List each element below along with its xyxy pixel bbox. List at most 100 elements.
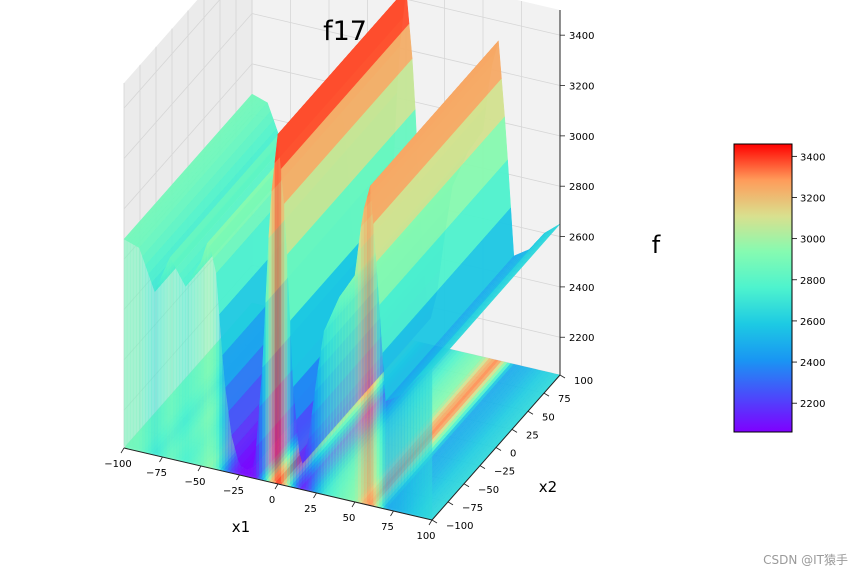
surface-face <box>277 134 282 483</box>
surface-face <box>123 238 128 447</box>
colorbar-tick-label: 3400 <box>800 152 825 163</box>
x-axis-label: x1 <box>232 518 250 536</box>
surface-face <box>367 185 371 504</box>
surface-face <box>197 261 202 464</box>
colorbar-tick-label: 2200 <box>800 399 825 410</box>
surface-face <box>330 310 334 495</box>
z-tick-label: 2600 <box>569 233 594 244</box>
surface-face <box>407 384 411 513</box>
surface-face <box>176 268 180 459</box>
surface-face <box>410 380 414 514</box>
y-tick-label: −25 <box>494 467 515 478</box>
surface-face <box>317 350 322 492</box>
surface-face <box>388 398 393 509</box>
surface-plot <box>123 0 561 518</box>
surface-face <box>203 243 208 466</box>
surface-face <box>274 134 279 482</box>
x-tick-label: −25 <box>223 486 244 497</box>
z-tick-label: 3400 <box>569 31 594 42</box>
surface-face <box>413 377 417 515</box>
surface-face <box>250 466 254 476</box>
surface-face <box>142 256 146 451</box>
x-tick-label: −50 <box>184 477 205 488</box>
surface-face <box>163 264 168 456</box>
x-tick-mark <box>274 483 279 490</box>
surface-face <box>139 247 143 451</box>
surface-face <box>194 266 199 464</box>
surface-face <box>342 287 346 498</box>
surface-face <box>345 283 349 499</box>
y-tick-label: −100 <box>446 521 473 532</box>
surface-face <box>425 370 430 518</box>
x-tick-mark <box>197 465 202 472</box>
surface-face <box>327 317 331 494</box>
x-tick-mark <box>313 492 317 499</box>
chart-title: f17 <box>323 16 367 47</box>
surface-face <box>284 203 288 484</box>
surface-face <box>370 185 374 505</box>
y-tick-mark <box>543 392 550 397</box>
surface-face <box>324 324 328 494</box>
surface-face <box>129 242 134 448</box>
colorbar-tick-label: 2800 <box>800 276 825 287</box>
y-tick-label: 0 <box>510 449 516 460</box>
surface-face <box>157 277 162 455</box>
surface-face <box>169 257 174 458</box>
colorbar-gradient <box>733 143 793 433</box>
surface-face <box>354 250 359 501</box>
y-tick-label: −75 <box>462 503 483 514</box>
y-tick-mark <box>511 429 518 433</box>
surface-face <box>271 162 276 482</box>
x-tick-label: 50 <box>343 513 356 524</box>
z-tick-label: 3000 <box>569 132 594 143</box>
surface-face <box>132 243 137 449</box>
surface-face <box>394 395 399 510</box>
surface-face <box>416 375 420 515</box>
x-tick-label: 100 <box>416 531 435 542</box>
surface-face <box>213 259 217 468</box>
grid-line <box>123 63 253 210</box>
surface-face <box>160 271 165 456</box>
surface-face <box>200 252 205 465</box>
x-tick-label: −75 <box>146 468 167 479</box>
surface-face <box>397 394 402 511</box>
x-tick-mark <box>428 519 433 526</box>
watermark: CSDN @IT猿手 <box>763 553 848 567</box>
y-tick-mark <box>431 519 438 524</box>
z-tick-label: 3200 <box>569 82 594 93</box>
surface-face <box>333 303 337 496</box>
surface-face <box>179 274 183 460</box>
surface-face <box>391 396 396 510</box>
y-tick-label: 75 <box>558 394 571 405</box>
z-tick-label: 2200 <box>569 333 594 344</box>
colorbar: 2200 2400 2600 2800 3000 3200 3400 <box>733 143 825 433</box>
surface-face <box>166 257 171 457</box>
surface-face <box>401 390 405 512</box>
surface-face <box>188 275 193 462</box>
y-tick-mark <box>495 447 502 451</box>
x-tick-label: −100 <box>104 459 131 470</box>
grid-line <box>123 0 221 109</box>
surface-face <box>145 265 149 452</box>
grid-line <box>123 13 253 159</box>
y-tick-mark <box>559 374 566 379</box>
surface-face <box>339 292 343 497</box>
x-tick-mark <box>390 510 394 517</box>
surface-face <box>246 467 251 476</box>
surface-face <box>185 280 189 461</box>
y-tick-mark <box>527 410 534 415</box>
surface-face <box>191 270 196 463</box>
y-tick-label: −50 <box>478 485 499 496</box>
surface-face <box>348 279 353 500</box>
surface-face <box>376 261 380 506</box>
x-tick-label: 75 <box>381 522 394 533</box>
surface-face <box>148 273 152 453</box>
surface-face <box>206 243 211 466</box>
y-tick-label: 50 <box>542 412 555 423</box>
surface-face <box>361 208 365 502</box>
z-axis-label: f <box>652 231 661 259</box>
surface-face <box>173 263 177 458</box>
surface-face <box>419 374 423 516</box>
y-tick-mark <box>479 465 486 469</box>
